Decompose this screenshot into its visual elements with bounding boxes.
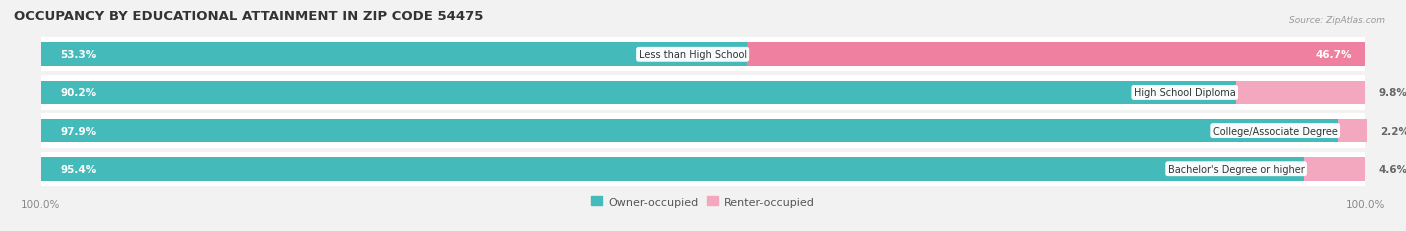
Text: College/Associate Degree: College/Associate Degree (1213, 126, 1337, 136)
Text: Source: ZipAtlas.com: Source: ZipAtlas.com (1289, 16, 1385, 25)
Bar (41, 38, 1365, 72)
Text: OCCUPANCY BY EDUCATIONAL ATTAINMENT IN ZIP CODE 54475: OCCUPANCY BY EDUCATIONAL ATTAINMENT IN Z… (14, 9, 484, 22)
Bar (41, 81, 1236, 105)
Text: 97.9%: 97.9% (60, 126, 97, 136)
Bar (41, 76, 1365, 110)
Text: 9.8%: 9.8% (1379, 88, 1406, 98)
Bar (41, 157, 1365, 181)
Text: 46.7%: 46.7% (1316, 50, 1353, 60)
Text: 4.6%: 4.6% (1379, 164, 1406, 174)
Text: 90.2%: 90.2% (60, 88, 97, 98)
Bar (41, 119, 1337, 143)
Text: 53.3%: 53.3% (60, 50, 97, 60)
Text: 95.4%: 95.4% (60, 164, 97, 174)
Bar (41, 119, 1365, 143)
Bar (41, 157, 1305, 181)
Bar (747, 43, 1365, 67)
Bar (41, 81, 1365, 105)
Bar (41, 114, 1365, 148)
Bar (1337, 119, 1367, 143)
Legend: Owner-occupied, Renter-occupied: Owner-occupied, Renter-occupied (586, 192, 820, 211)
Text: Less than High School: Less than High School (638, 50, 747, 60)
Bar (41, 43, 1365, 67)
Bar (1305, 157, 1365, 181)
Text: Bachelor's Degree or higher: Bachelor's Degree or higher (1168, 164, 1305, 174)
Bar (1236, 81, 1365, 105)
Text: 2.2%: 2.2% (1381, 126, 1406, 136)
Bar (41, 43, 747, 67)
Bar (41, 152, 1365, 186)
Text: High School Diploma: High School Diploma (1133, 88, 1236, 98)
